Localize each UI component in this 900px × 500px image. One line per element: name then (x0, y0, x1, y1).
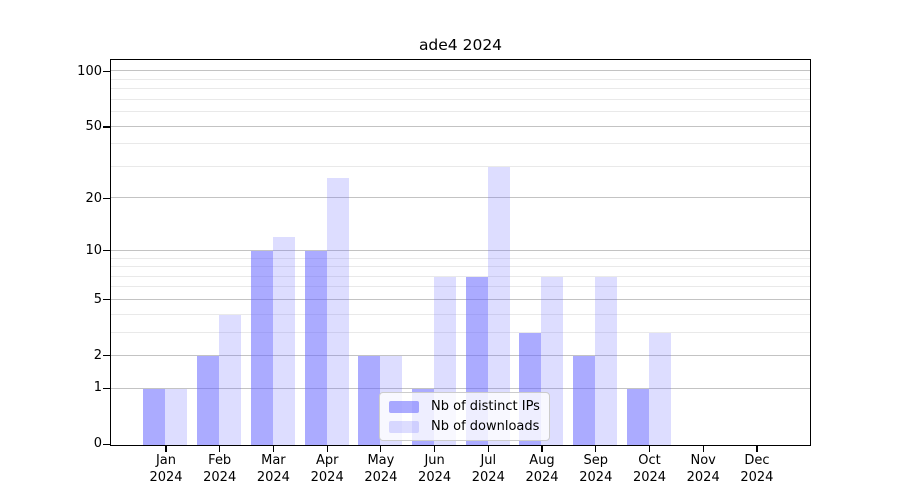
y-tick-label: 1 (93, 380, 102, 396)
gridline-major (111, 298, 810, 300)
y-tick-label: 50 (85, 118, 102, 134)
bar-downloads-apr (326, 178, 349, 445)
bar-downloads-jul (487, 166, 510, 445)
chart-title: ade4 2024 (418, 36, 503, 54)
bar-downloads-oct (648, 332, 671, 445)
x-tick-mark (487, 446, 489, 452)
bar-downloads-feb (219, 314, 242, 445)
x-tick-label: Jan 2024 (149, 453, 183, 485)
x-tick-mark (756, 446, 758, 452)
x-tick-mark (219, 446, 221, 452)
x-tick-mark (380, 446, 382, 452)
x-tick-label: Apr 2024 (310, 453, 344, 485)
x-tick-mark (702, 446, 704, 452)
bar-distinct-ips-jan (143, 388, 166, 445)
gridline-major (111, 249, 810, 251)
x-tick-label: Sep 2024 (579, 453, 613, 485)
legend-item-distinct-ips: Nb of distinct IPs (389, 399, 540, 414)
legend-label-distinct-ips: Nb of distinct IPs (431, 399, 540, 414)
legend-swatch-distinct-ips (389, 400, 419, 413)
y-tick-label: 10 (85, 242, 102, 258)
x-tick-mark (434, 446, 436, 452)
bar-distinct-ips-mar (250, 250, 273, 445)
y-tick-mark (103, 197, 110, 200)
legend-label-downloads: Nb of downloads (431, 419, 540, 434)
y-tick-label: 2 (93, 347, 102, 363)
y-tick-mark (103, 387, 110, 390)
gridline-minor (111, 88, 810, 90)
x-tick-label: Aug 2024 (525, 453, 559, 485)
bar-distinct-ips-oct (626, 388, 649, 445)
x-tick-label: Nov 2024 (686, 453, 720, 485)
x-tick-mark (541, 446, 543, 452)
x-tick-label: Jul 2024 (471, 453, 505, 485)
gridline-minor (111, 111, 810, 113)
x-tick-label: Feb 2024 (203, 453, 237, 485)
plot-area: Nb of distinct IPs Nb of downloads (110, 59, 811, 446)
y-tick-label: 100 (77, 63, 102, 79)
y-tick-label: 0 (93, 436, 102, 452)
gridline-major (111, 387, 810, 389)
bar-distinct-ips-apr (304, 250, 327, 445)
gridline-major (111, 355, 810, 357)
x-tick-label: May 2024 (364, 453, 398, 485)
x-tick-mark (272, 446, 275, 452)
gridline-major (111, 125, 810, 127)
x-tick-mark (326, 446, 328, 452)
x-tick-label: Jun 2024 (418, 453, 452, 485)
gridline-minor (111, 275, 810, 277)
gridline-minor (111, 266, 810, 268)
x-tick-mark (595, 446, 597, 452)
gridline-minor (111, 78, 810, 80)
y-tick-mark (103, 250, 110, 252)
x-tick-label: Dec 2024 (740, 453, 774, 485)
gridline-minor (111, 143, 810, 145)
legend-item-downloads: Nb of downloads (389, 419, 540, 434)
bar-distinct-ips-sep (573, 356, 596, 445)
x-tick-label: Oct 2024 (632, 453, 667, 485)
x-tick-mark (648, 446, 651, 452)
gridline-minor (111, 165, 810, 167)
legend-swatch-downloads (389, 420, 419, 433)
y-tick-mark (103, 443, 110, 446)
gridline-major (111, 197, 810, 199)
x-tick-label: Mar 2024 (256, 453, 290, 485)
bar-downloads-mar (272, 237, 295, 445)
gridline-minor (111, 286, 810, 288)
gridline-minor (111, 98, 810, 100)
bar-downloads-jan (165, 388, 188, 445)
y-tick-mark (103, 71, 110, 73)
y-tick-label: 20 (85, 190, 102, 206)
gridline-minor (111, 331, 810, 333)
bar-downloads-sep (595, 276, 618, 445)
y-tick-label: 5 (93, 291, 102, 307)
x-tick-mark (165, 446, 167, 452)
gridline-minor (111, 257, 810, 259)
bar-distinct-ips-feb (197, 356, 220, 445)
gridline-major (111, 70, 810, 72)
gridline-minor (111, 313, 810, 315)
legend: Nb of distinct IPs Nb of downloads (379, 392, 550, 441)
y-tick-mark (103, 126, 110, 128)
y-tick-mark (103, 299, 110, 301)
bar-distinct-ips-may (358, 356, 381, 445)
y-tick-mark (103, 355, 110, 357)
